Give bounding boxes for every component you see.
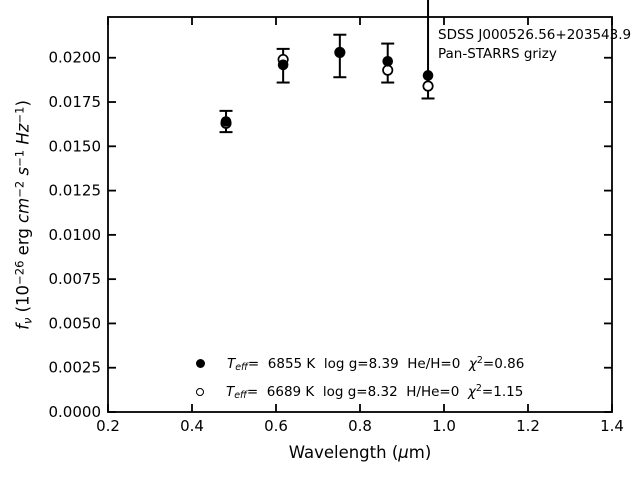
- data-point-open-y: [422, 80, 434, 92]
- legend-row-model-1: Teff= 6855 K log g=8.39 He/H=0 χ2=0.86: [196, 355, 525, 373]
- x-tick-label: 0.4: [180, 417, 204, 435]
- axes-spines: [107, 16, 613, 413]
- y-tick-label: 0.0200: [49, 49, 102, 67]
- data-point-filled-z: [382, 55, 394, 67]
- x-tick-label: 1.2: [516, 417, 540, 435]
- y-tick-label: 0.0075: [49, 270, 102, 288]
- legend-text-model-1: Teff= 6855 K log g=8.39 He/H=0 χ2=0.86: [227, 355, 525, 373]
- annotation-survey: Pan-STARRS grizy: [438, 46, 557, 62]
- data-point-filled-i: [334, 47, 346, 58]
- open-circle-icon: [196, 387, 204, 396]
- y-tick-label: 0.0100: [49, 226, 102, 244]
- data-point-filled-y: [422, 70, 434, 81]
- legend-text-model-2: Teff= 6689 K log g=8.32 H/He=0 χ2=1.15: [226, 383, 524, 401]
- data-point-filled-g: [220, 116, 232, 127]
- y-axis-label: fν (10−26 erg cm−2 s−1 Hz−1): [12, 100, 35, 330]
- x-tick-label: 1.0: [432, 417, 456, 435]
- legend-row-model-2: Teff= 6689 K log g=8.32 H/He=0 χ2=1.15: [196, 383, 524, 401]
- y-tick-label: 0.0175: [49, 93, 102, 111]
- x-tick-label: 1.4: [600, 417, 624, 435]
- data-point-filled-r: [277, 59, 289, 71]
- filled-circle-icon: [196, 359, 205, 368]
- x-tick-label: 0.8: [348, 417, 372, 435]
- x-axis-label: Wavelength (μm): [288, 443, 432, 462]
- y-tick-label: 0.0150: [49, 137, 102, 155]
- y-tick-label: 0.0050: [49, 314, 102, 332]
- annotation-object-name: SDSS J000526.56+203543.9: [438, 27, 632, 43]
- y-tick-label: 0.0000: [49, 403, 102, 421]
- data-point-open-z: [382, 64, 394, 76]
- y-tick-label: 0.0025: [49, 359, 102, 377]
- y-tick-label: 0.0125: [49, 182, 102, 200]
- x-tick-label: 0.2: [96, 417, 120, 435]
- x-tick-label: 0.6: [264, 417, 288, 435]
